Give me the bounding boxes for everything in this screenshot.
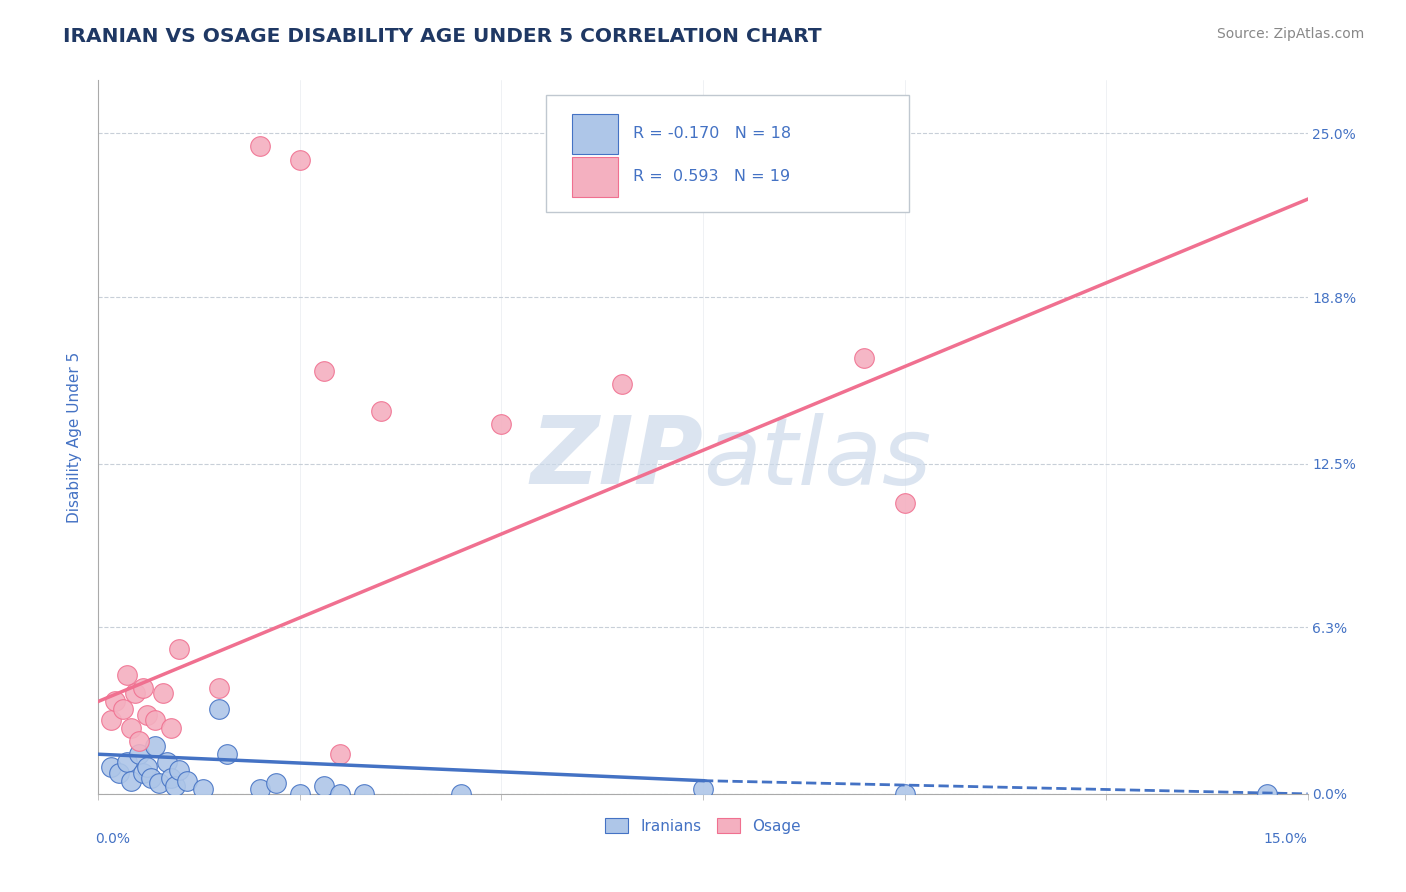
- Point: [176, 773, 198, 788]
- Point: [152, 686, 174, 700]
- Point: [217, 747, 239, 762]
- Point: [612, 377, 634, 392]
- Point: [288, 787, 311, 801]
- FancyBboxPatch shape: [572, 157, 619, 196]
- Point: [314, 779, 336, 793]
- Point: [893, 787, 915, 801]
- Legend: Iranians, Osage: Iranians, Osage: [599, 812, 807, 839]
- Point: [329, 747, 352, 762]
- Text: IRANIAN VS OSAGE DISABILITY AGE UNDER 5 CORRELATION CHART: IRANIAN VS OSAGE DISABILITY AGE UNDER 5 …: [63, 27, 823, 45]
- Text: Source: ZipAtlas.com: Source: ZipAtlas.com: [1216, 27, 1364, 41]
- Point: [208, 681, 231, 695]
- Point: [893, 496, 915, 510]
- Point: [107, 765, 129, 780]
- Point: [288, 153, 311, 167]
- Text: 15.0%: 15.0%: [1264, 832, 1308, 846]
- Point: [208, 702, 231, 716]
- Text: ZIP: ZIP: [530, 412, 703, 505]
- Point: [148, 776, 170, 790]
- Point: [100, 713, 122, 727]
- Point: [249, 139, 271, 153]
- Point: [167, 763, 190, 777]
- Point: [135, 760, 157, 774]
- Point: [167, 641, 190, 656]
- Point: [1256, 787, 1278, 801]
- Point: [314, 364, 336, 378]
- Point: [120, 773, 142, 788]
- Point: [103, 694, 125, 708]
- Point: [156, 755, 179, 769]
- Point: [491, 417, 513, 431]
- Point: [249, 781, 271, 796]
- Point: [193, 781, 215, 796]
- Point: [160, 771, 183, 785]
- Point: [115, 755, 138, 769]
- Point: [143, 739, 166, 754]
- Point: [353, 787, 375, 801]
- Point: [111, 702, 134, 716]
- Point: [329, 787, 352, 801]
- Text: R =  0.593   N = 19: R = 0.593 N = 19: [633, 169, 790, 184]
- Y-axis label: Disability Age Under 5: Disability Age Under 5: [67, 351, 83, 523]
- Point: [450, 787, 472, 801]
- Point: [124, 686, 146, 700]
- Point: [143, 713, 166, 727]
- Point: [163, 779, 186, 793]
- Point: [160, 721, 183, 735]
- Text: atlas: atlas: [703, 413, 931, 504]
- Text: R = -0.170   N = 18: R = -0.170 N = 18: [633, 127, 792, 141]
- Point: [132, 681, 155, 695]
- Point: [135, 707, 157, 722]
- Point: [128, 734, 150, 748]
- Point: [692, 781, 714, 796]
- Point: [120, 721, 142, 735]
- Point: [132, 765, 155, 780]
- FancyBboxPatch shape: [546, 95, 908, 212]
- Point: [100, 760, 122, 774]
- Point: [264, 776, 287, 790]
- Point: [115, 668, 138, 682]
- Text: 0.0%: 0.0%: [96, 832, 131, 846]
- Point: [139, 771, 162, 785]
- Point: [370, 403, 392, 417]
- FancyBboxPatch shape: [572, 114, 619, 153]
- Point: [853, 351, 876, 365]
- Point: [128, 747, 150, 762]
